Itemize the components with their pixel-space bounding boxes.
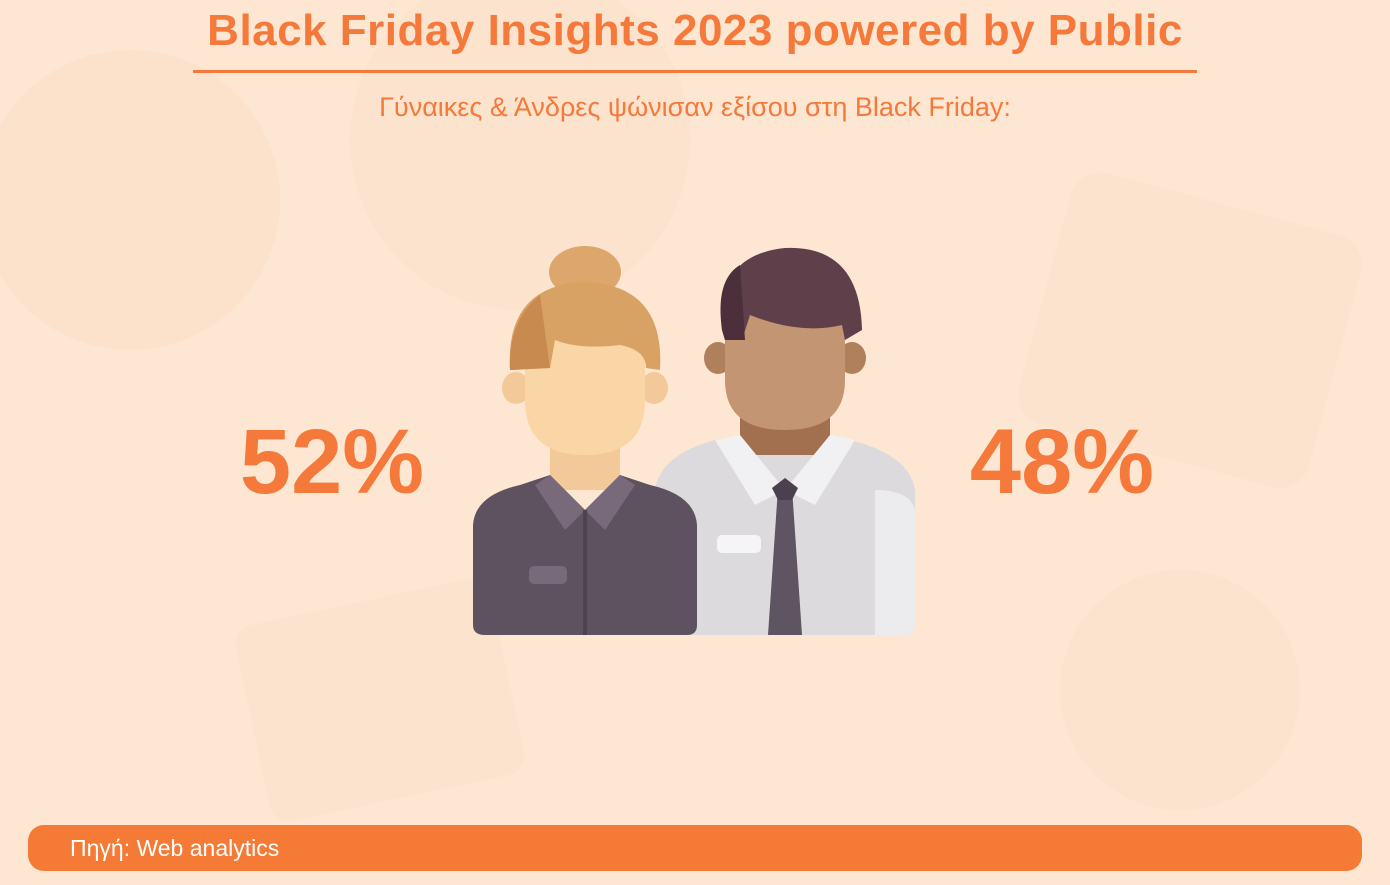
source-bar: Πηγή: Web analytics	[28, 825, 1362, 871]
subtitle: Γύναικες & Άνδρες ψώνισαν εξίσου στη Bla…	[379, 92, 1011, 122]
title-rule	[193, 70, 1197, 73]
title: Black Friday Insights 2023 powered by Pu…	[207, 6, 1183, 55]
source-text: Πηγή: Web analytics	[70, 835, 280, 861]
women-percentage: 52%	[239, 411, 425, 513]
men-percentage: 48%	[969, 411, 1155, 513]
people-illustration	[473, 246, 915, 635]
